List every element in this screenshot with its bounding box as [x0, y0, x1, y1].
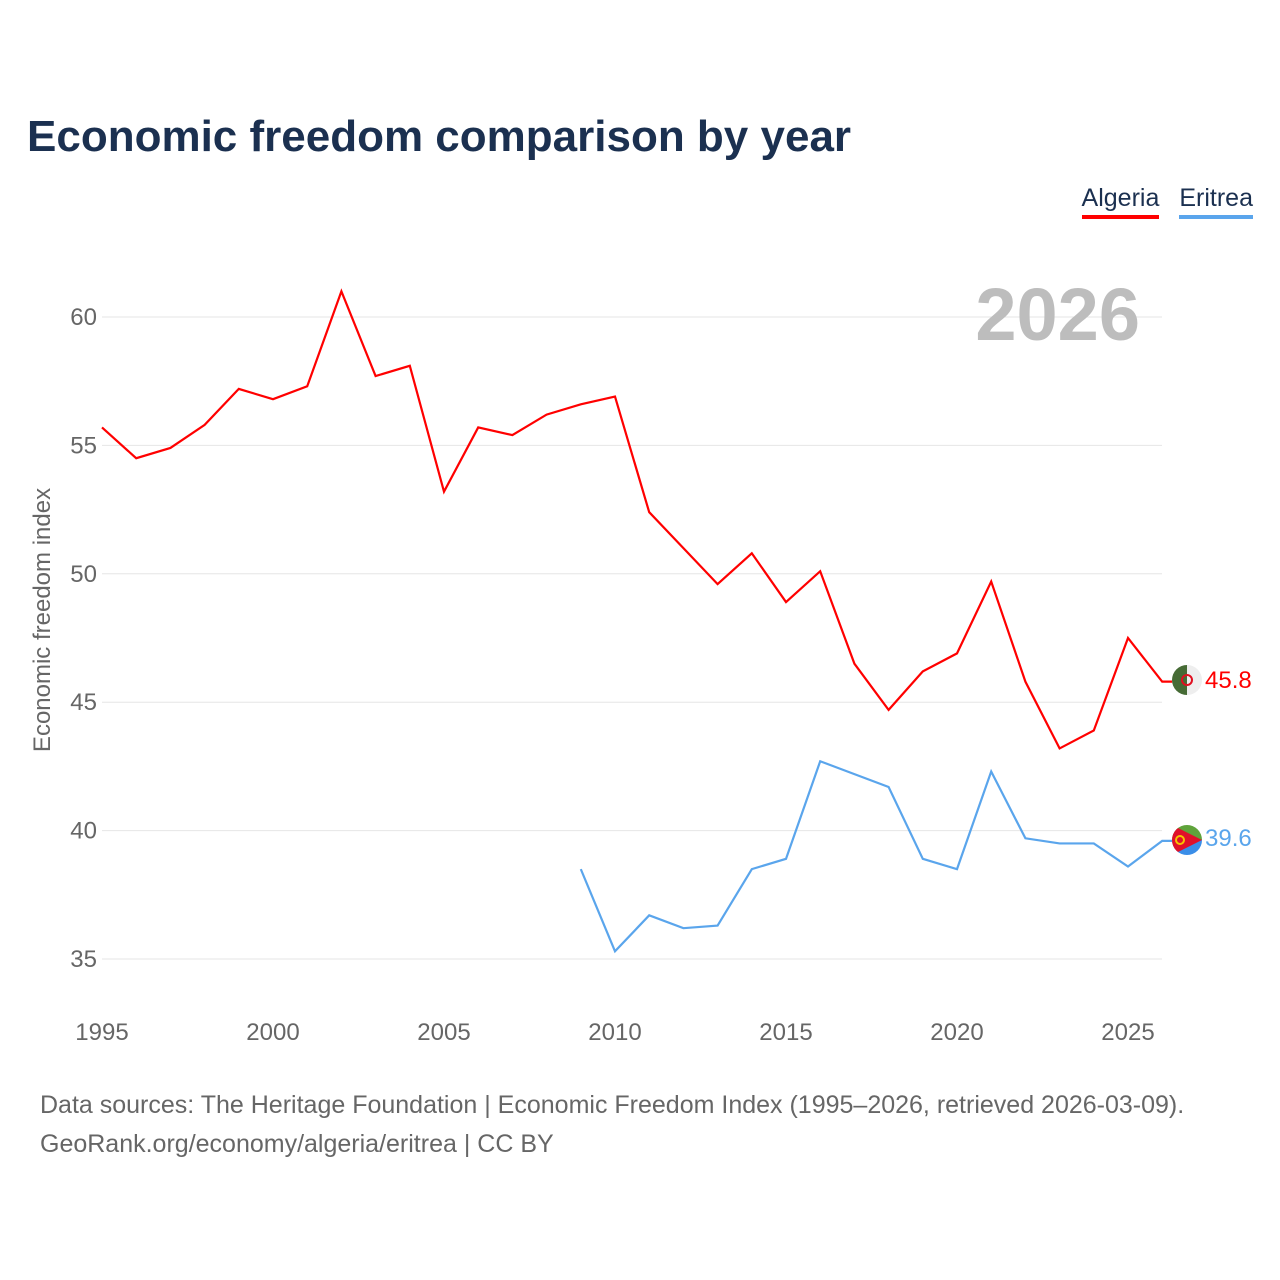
x-tick-label: 2025 — [1101, 1019, 1154, 1046]
y-tick-label: 40 — [70, 818, 97, 845]
x-tick-label: 2020 — [930, 1019, 983, 1046]
data-source: Data sources: The Heritage Foundation | … — [40, 1091, 1185, 1119]
y-tick-label: 60 — [70, 304, 97, 331]
eritrea-end-label: 39.6 — [1205, 825, 1252, 852]
series-line-eritrea — [579, 759, 1173, 954]
x-tick-label: 2015 — [759, 1019, 812, 1046]
x-tick-label: 1995 — [75, 1019, 128, 1046]
footer: Data sources: The Heritage Foundation | … — [40, 1086, 1184, 1164]
year-watermark: 2026 — [975, 273, 1140, 356]
algeria-end-label: 45.8 — [1205, 667, 1252, 694]
y-tick-label: 50 — [70, 561, 97, 588]
series-line-algeria — [101, 288, 1173, 750]
chart-title: Economic freedom comparison by year — [27, 112, 852, 161]
legend-eritrea[interactable]: Eritrea — [1179, 184, 1253, 219]
legend-algeria[interactable]: Algeria — [1081, 184, 1160, 219]
x-tick-label: 2000 — [246, 1019, 299, 1046]
y-tick-label: 35 — [70, 946, 97, 973]
legend: Algeria Eritrea — [1081, 184, 1253, 219]
attribution: GeoRank.org/economy/algeria/eritrea | CC… — [40, 1130, 554, 1158]
x-tick-label: 2010 — [588, 1019, 641, 1046]
x-tick-label: 2005 — [417, 1019, 470, 1046]
y-tick-label: 55 — [70, 432, 97, 459]
algeria-flag-icon — [1172, 665, 1202, 695]
y-tick-label: 45 — [70, 689, 97, 716]
y-axis-label: Economic freedom index — [29, 488, 56, 752]
eritrea-flag-icon — [1172, 825, 1202, 855]
